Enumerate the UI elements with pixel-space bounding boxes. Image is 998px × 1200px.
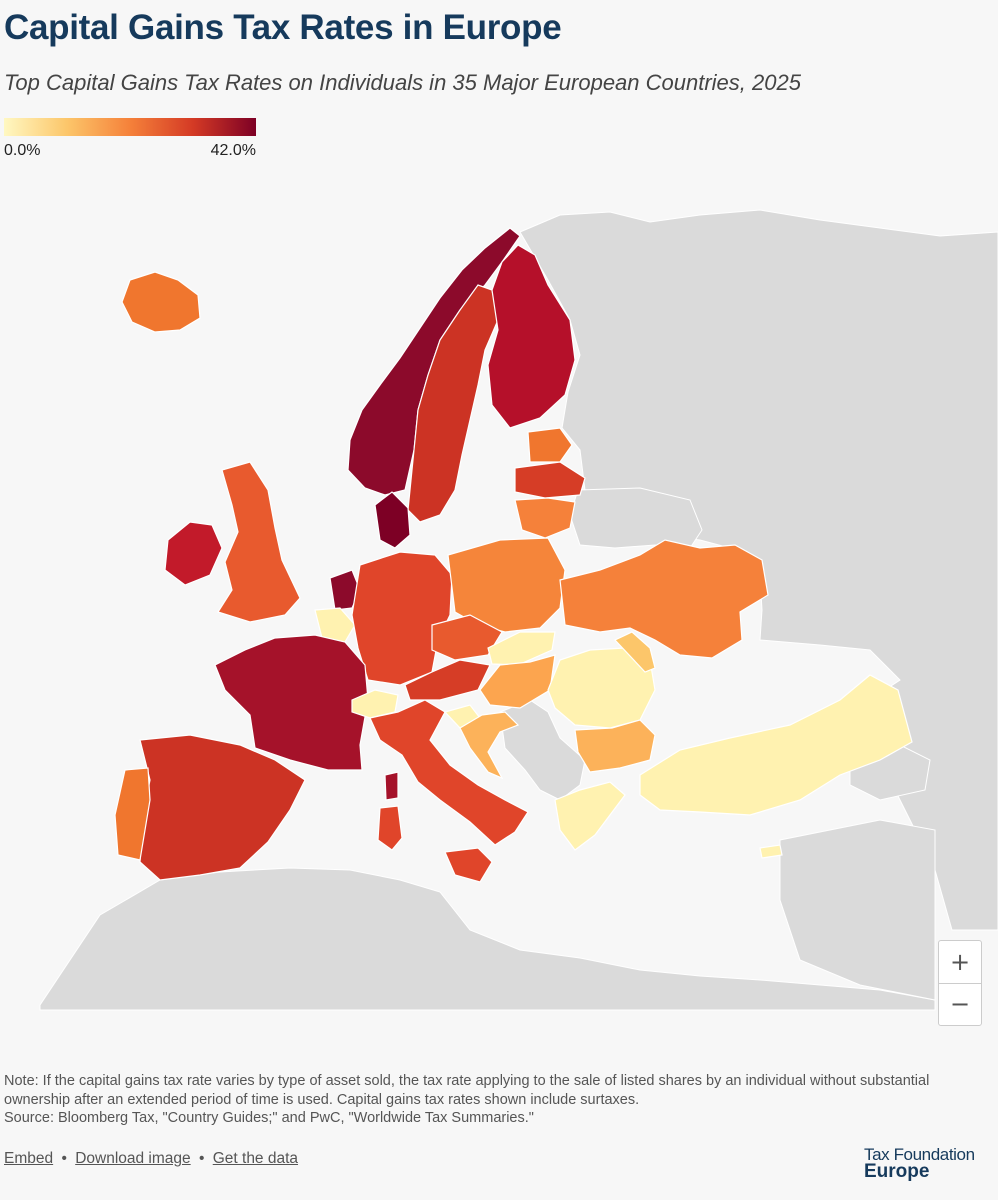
portugal-shape[interactable] — [114, 767, 151, 861]
footer-links: Embed • Download image • Get the data — [4, 1150, 298, 1168]
chart-title: Capital Gains Tax Rates in Europe — [4, 8, 562, 47]
download-image-link[interactable]: Download image — [75, 1150, 191, 1167]
sardinia-shape[interactable] — [377, 805, 403, 851]
logo-line-1: Tax Foundation — [864, 1145, 975, 1164]
zoom-control: + − — [938, 940, 982, 1026]
countries[interactable] — [114, 227, 913, 883]
slovakia-shape[interactable] — [487, 631, 556, 666]
legend-max-label: 42.0% — [210, 142, 256, 159]
chart-subtitle: Top Capital Gains Tax Rates on Individua… — [4, 70, 801, 95]
legend-min-label: 0.0% — [4, 142, 41, 159]
color-scale-legend — [4, 118, 256, 136]
greece-shape[interactable] — [554, 781, 626, 851]
iceland-shape[interactable] — [121, 271, 201, 333]
note-text: Note: If the capital gains tax rate vari… — [4, 1073, 930, 1108]
ireland-shape[interactable] — [164, 521, 223, 586]
balkans-region — [499, 699, 586, 801]
germany-shape[interactable] — [351, 551, 453, 686]
austria-shape[interactable] — [404, 659, 491, 701]
europe-choropleth-map[interactable] — [0, 185, 998, 1015]
norway-shape[interactable] — [347, 227, 521, 496]
latvia-shape[interactable] — [514, 461, 586, 499]
hungary-shape[interactable] — [479, 654, 556, 709]
source-text: Source: Bloomberg Tax, "Country Guides;"… — [4, 1110, 534, 1126]
italy-shape[interactable] — [369, 699, 529, 846]
moldova-shape[interactable] — [613, 631, 656, 673]
croatia-shape[interactable] — [459, 711, 520, 780]
romania-shape[interactable] — [547, 647, 656, 729]
czechia-shape[interactable] — [431, 614, 503, 661]
united-kingdom-shape[interactable] — [217, 461, 301, 623]
middle-east-region — [779, 819, 936, 1001]
corsica-shape[interactable] — [384, 771, 399, 801]
embed-link[interactable]: Embed — [4, 1150, 54, 1167]
lithuania-shape[interactable] — [514, 497, 576, 539]
sweden-shape[interactable] — [407, 284, 499, 523]
tax-foundation-europe-logo: Tax Foundation Europe — [864, 1145, 975, 1182]
finland-shape[interactable] — [487, 244, 576, 429]
link-separator: • — [198, 1150, 205, 1167]
logo-line-2: Europe — [864, 1161, 930, 1182]
france-shape[interactable] — [214, 634, 369, 771]
link-separator: • — [61, 1150, 67, 1167]
zoom-in-button[interactable]: + — [939, 941, 981, 984]
cyprus-shape[interactable] — [759, 844, 783, 859]
denmark-shape[interactable] — [374, 491, 411, 549]
chart-note: Note: If the capital gains tax rate vari… — [4, 1072, 994, 1128]
turkey-shape[interactable] — [639, 674, 913, 816]
ukraine-shape[interactable] — [559, 539, 769, 659]
estonia-shape[interactable] — [527, 427, 573, 463]
zoom-out-button[interactable]: − — [949, 990, 971, 1018]
sicily-shape[interactable] — [444, 847, 493, 883]
get-the-data-link[interactable]: Get the data — [212, 1150, 299, 1167]
switzerland-shape[interactable] — [351, 689, 399, 719]
bulgaria-shape[interactable] — [574, 719, 656, 773]
belgium-shape[interactable] — [314, 607, 356, 643]
